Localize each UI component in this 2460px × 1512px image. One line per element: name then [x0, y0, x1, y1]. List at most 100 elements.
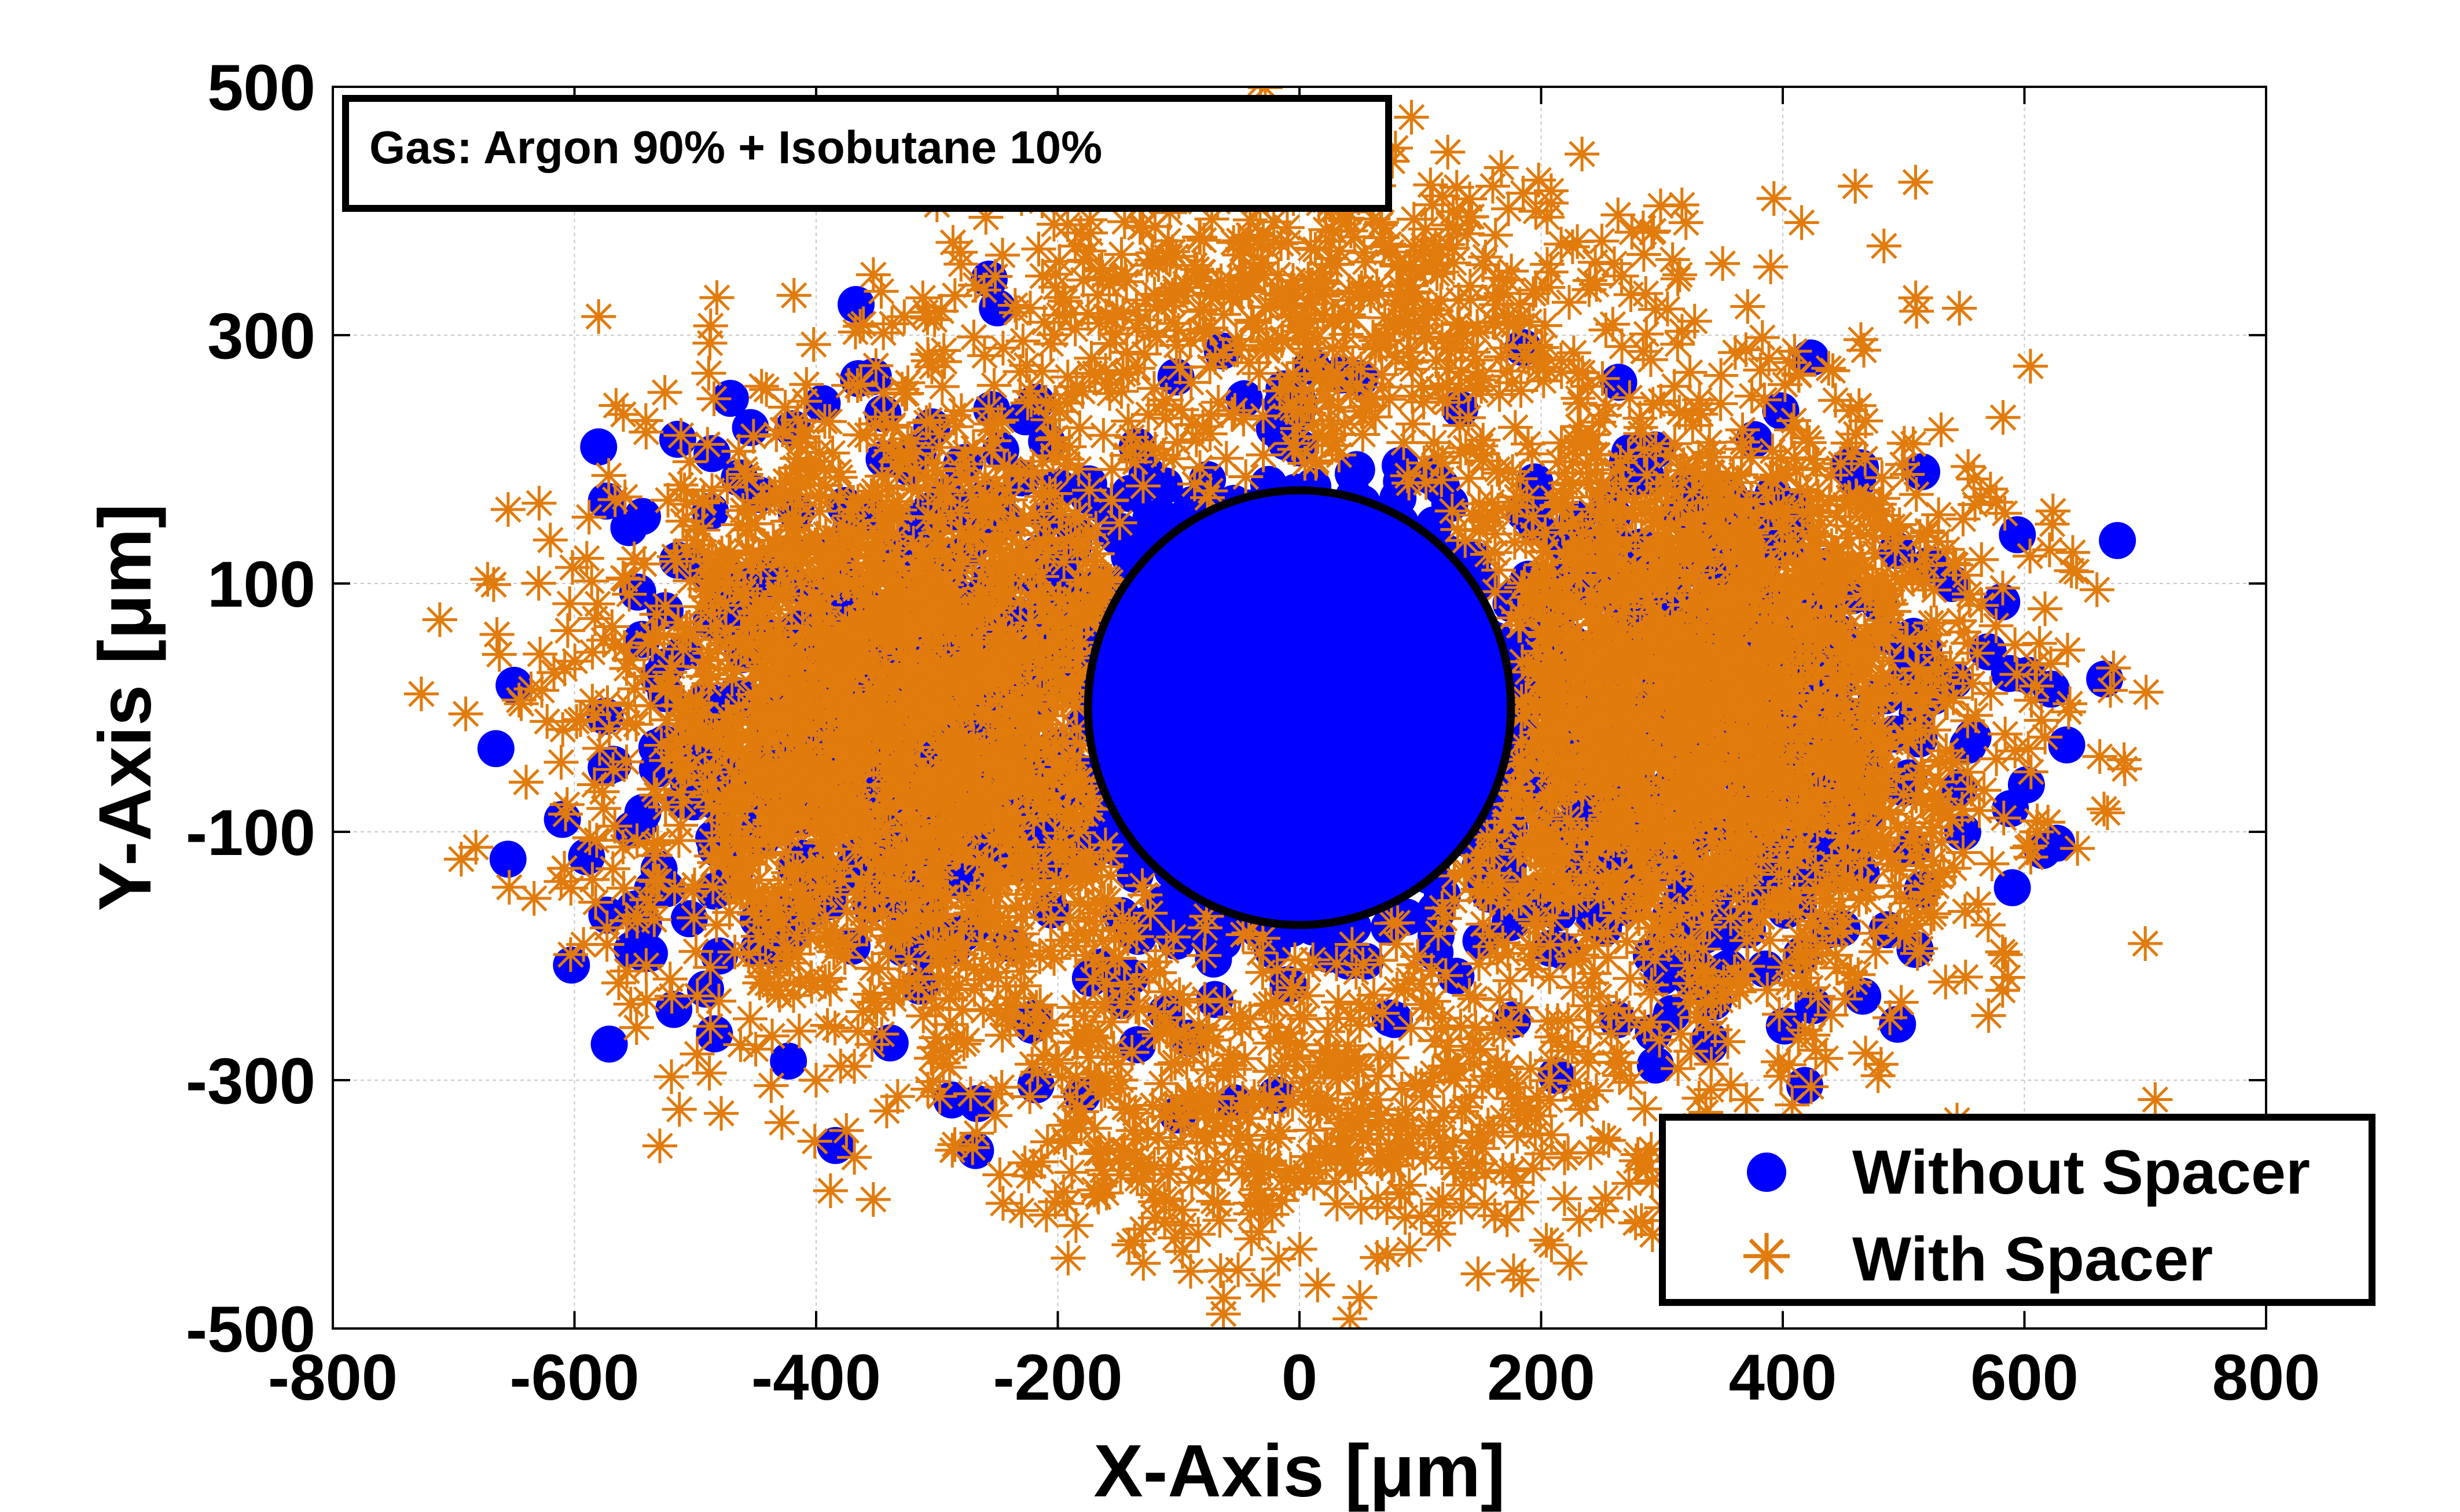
data-point [1833, 955, 1868, 990]
data-point [1636, 1046, 1674, 1084]
data-point [1848, 403, 1883, 439]
data-point [773, 709, 809, 744]
data-point [1052, 900, 1088, 935]
data-point [619, 823, 655, 858]
data-point [693, 1008, 728, 1044]
data-point [1125, 868, 1160, 904]
data-point [2099, 522, 2136, 559]
data-point [2138, 1082, 2173, 1117]
data-point [876, 982, 912, 1016]
data-point [1028, 707, 1063, 742]
data-point [1075, 566, 1111, 601]
data-point [1416, 934, 1454, 971]
data-point [1008, 877, 1044, 912]
data-point [994, 684, 1029, 719]
data-point [1334, 927, 1369, 962]
data-point [522, 486, 557, 521]
data-point [776, 278, 812, 313]
data-point [662, 1092, 697, 1127]
data-point [1734, 379, 1769, 414]
data-point [1022, 657, 1058, 692]
data-point [699, 793, 735, 828]
data-point [491, 869, 527, 905]
data-point [999, 769, 1034, 804]
data-point [717, 934, 752, 970]
data-point [779, 918, 814, 953]
data-point [796, 327, 831, 362]
data-point [764, 1105, 799, 1140]
data-point [778, 501, 813, 536]
data-point [899, 575, 935, 611]
data-point [689, 579, 725, 614]
data-point [403, 676, 439, 711]
data-point [596, 752, 631, 787]
data-point [712, 565, 747, 600]
data-point [675, 874, 710, 909]
data-point [943, 740, 978, 775]
data-point [686, 483, 722, 519]
data-point [549, 787, 585, 822]
data-point [729, 460, 765, 496]
data-point [961, 620, 997, 655]
data-point [852, 835, 887, 870]
data-point [544, 744, 579, 780]
data-point [589, 927, 625, 962]
data-point [1999, 516, 2036, 553]
data-point [685, 698, 720, 733]
data-point [422, 602, 457, 637]
data-point [626, 546, 662, 582]
data-point [2086, 660, 2124, 698]
data-point [692, 1055, 727, 1091]
data-point [942, 832, 977, 868]
data-point [770, 746, 805, 781]
data-point [807, 403, 842, 439]
data-point [921, 630, 956, 666]
data-point [793, 847, 828, 883]
data-point [482, 637, 517, 672]
data-point [781, 1014, 817, 1049]
data-point [898, 453, 934, 489]
data-point [974, 432, 1009, 468]
data-point [575, 634, 610, 670]
data-point [761, 626, 796, 661]
data-point [831, 566, 866, 601]
data-point [1660, 326, 1695, 362]
data-point [807, 900, 843, 935]
data-point [1052, 429, 1087, 464]
data-point [691, 355, 726, 391]
data-point [1993, 869, 2031, 907]
data-point [702, 983, 737, 1019]
data-point [569, 541, 604, 576]
data-point [693, 950, 728, 985]
data-point [545, 712, 581, 747]
data-point [927, 879, 963, 915]
data-point [732, 1001, 768, 1037]
data-point [642, 1128, 677, 1164]
data-point [1209, 441, 1244, 476]
data-point [924, 369, 960, 404]
data-point [994, 616, 1030, 652]
data-point [550, 613, 585, 648]
data-point [891, 942, 927, 977]
data-point [1005, 324, 1041, 359]
data-point [544, 864, 579, 899]
data-point [504, 686, 539, 721]
data-point [794, 960, 829, 996]
data-point [655, 990, 693, 1028]
data-point [680, 527, 715, 563]
data-point [946, 927, 981, 962]
data-point [807, 551, 843, 586]
data-point [704, 1096, 739, 1131]
data-point [669, 616, 704, 652]
data-point [802, 627, 838, 662]
data-point [1338, 451, 1375, 489]
data-point [901, 901, 937, 937]
data-point [637, 838, 673, 873]
data-point [891, 840, 927, 875]
data-point [743, 483, 779, 518]
data-point [999, 537, 1034, 572]
data-point [789, 367, 824, 402]
data-point [750, 715, 785, 751]
data-point [849, 608, 884, 643]
data-point [837, 720, 872, 755]
